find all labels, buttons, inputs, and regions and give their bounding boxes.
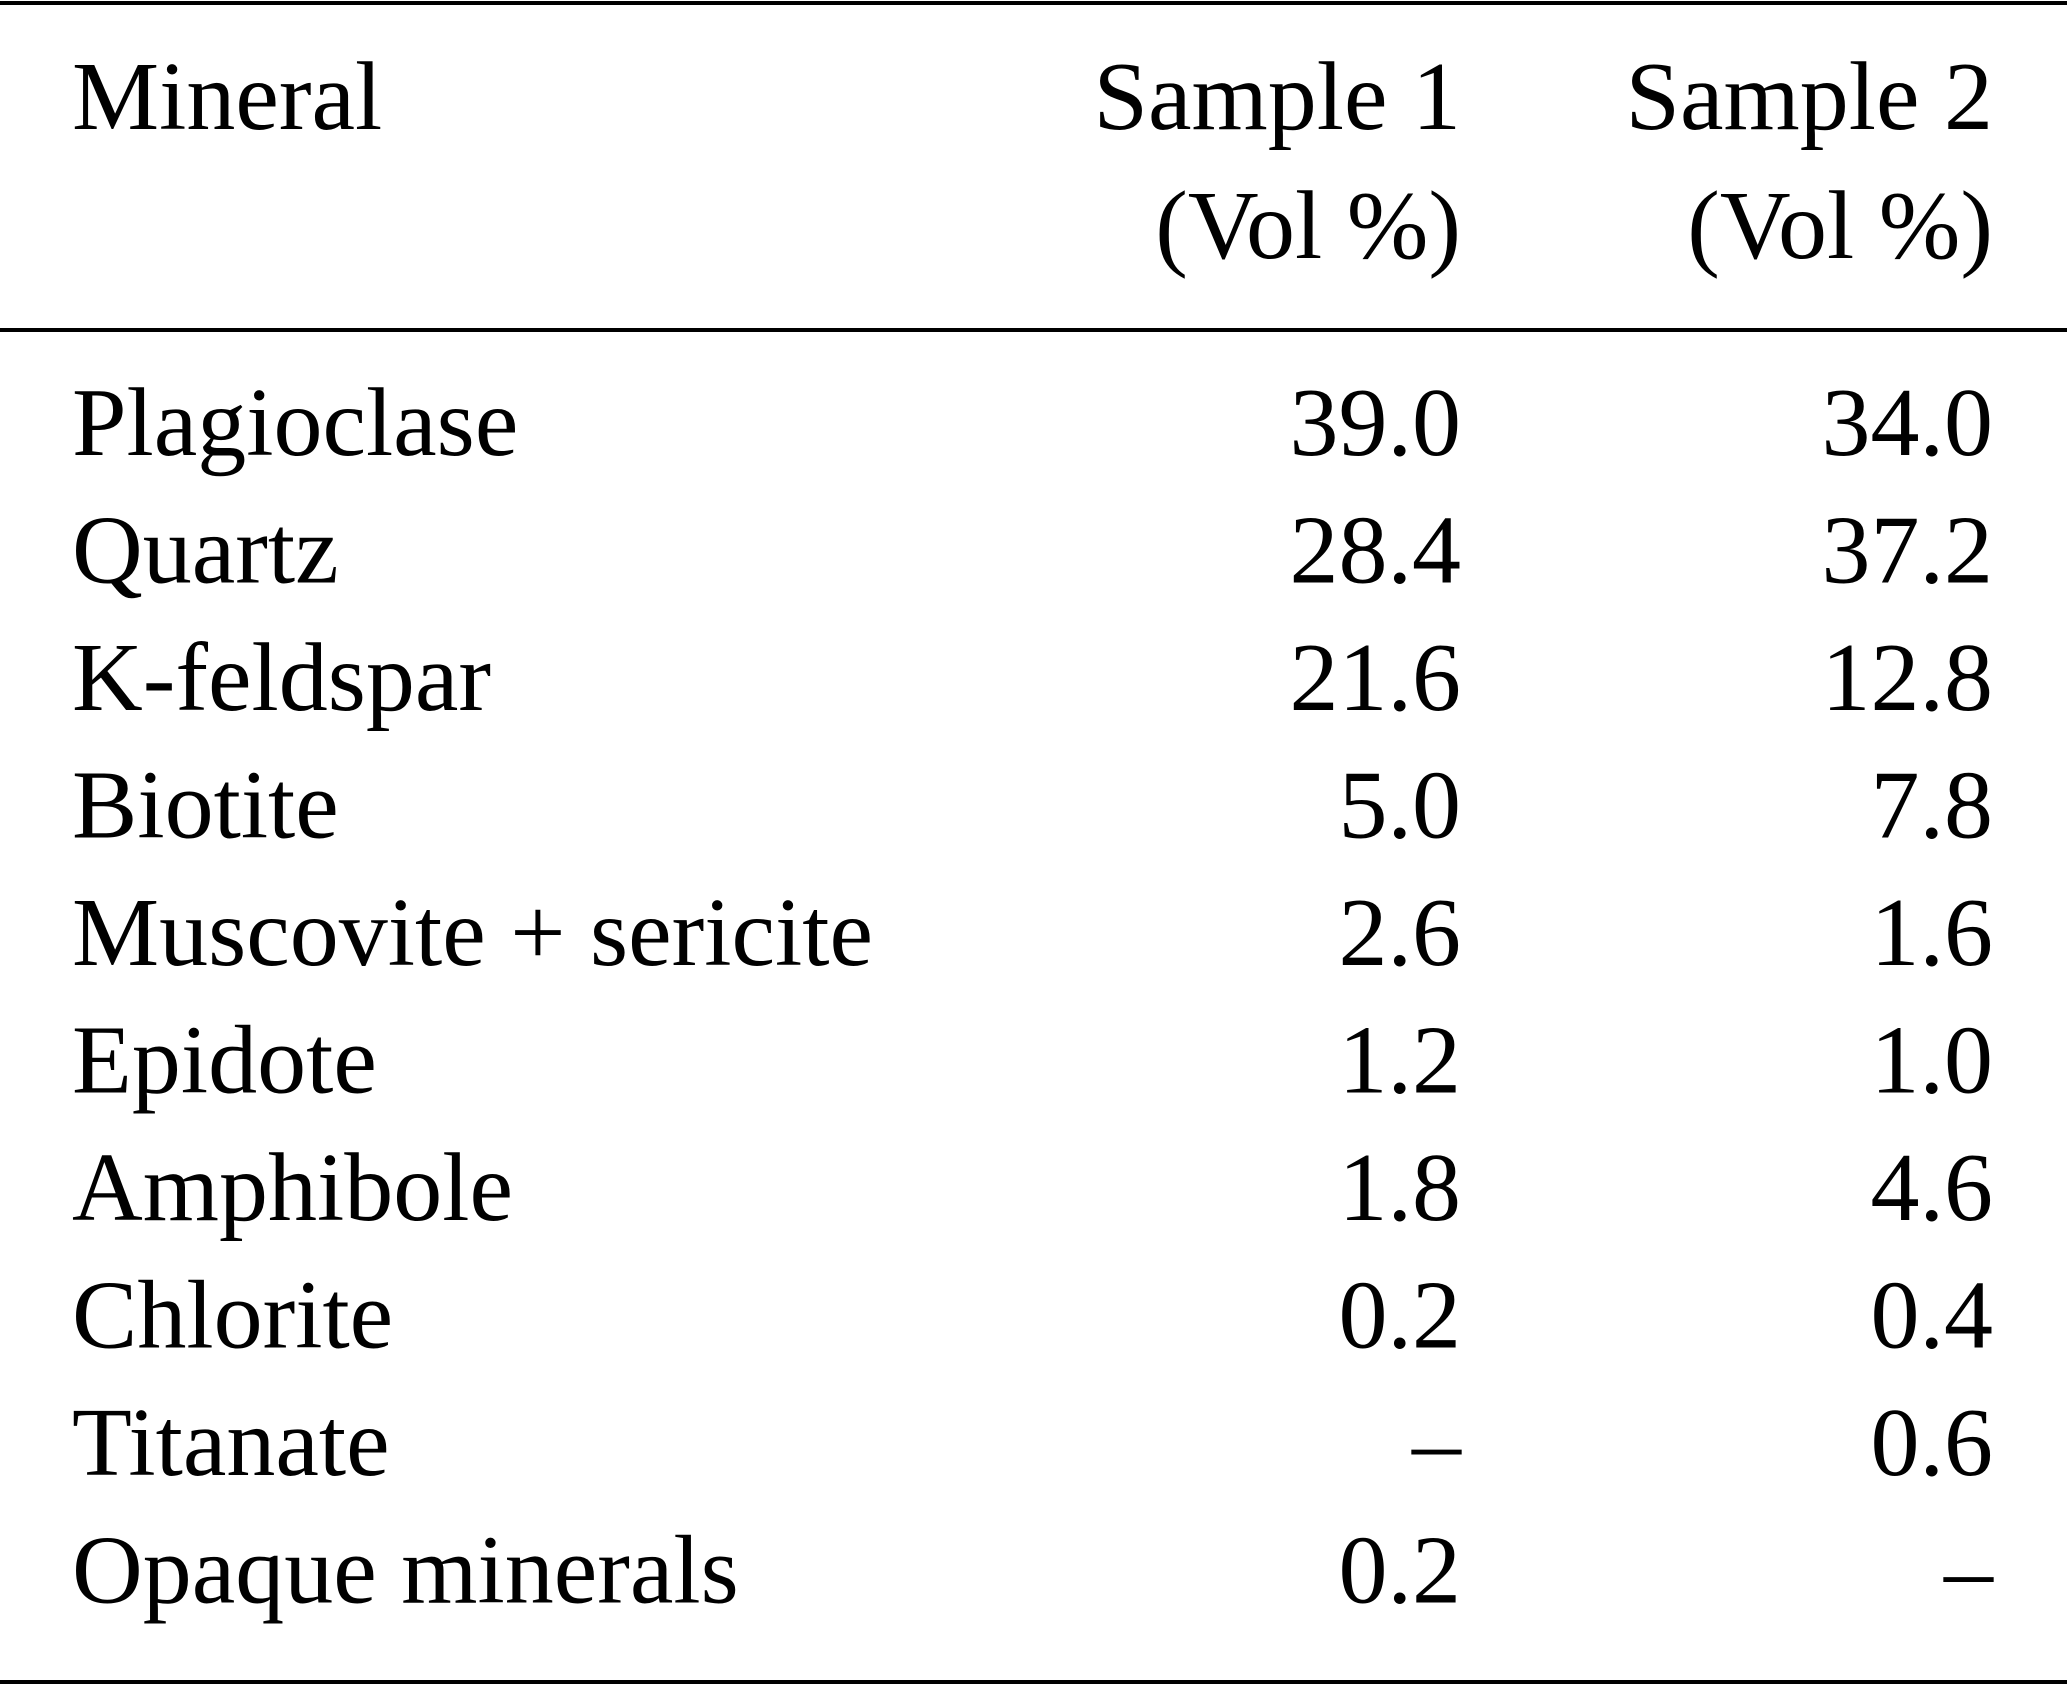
volume-value: 1.2 [1339,1007,1462,1115]
mineral-name: Epidote [72,1007,377,1115]
volume-value: 0.2 [1339,1262,1462,1370]
header-cell: (Vol %) [1155,172,1461,280]
mineral-name: Opaque minerals [72,1517,739,1625]
mineral-name: Quartz [72,497,339,605]
header-cell: (Vol %) [1687,172,1993,280]
header-cell: Sample 1 [1094,43,1461,151]
header-cell: Mineral [72,43,382,151]
volume-value: 0.4 [1871,1262,1994,1370]
volume-value: – [1943,1517,1994,1625]
volume-value: 1.0 [1871,1007,1994,1115]
volume-value: 0.6 [1871,1389,1994,1497]
volume-value: 28.4 [1290,497,1462,605]
volume-value: 2.6 [1339,879,1462,987]
mineral-name: Amphibole [72,1134,513,1242]
mineral-name: Chlorite [72,1262,393,1370]
volume-value: 5.0 [1339,752,1462,860]
volume-value: 7.8 [1871,752,1994,860]
volume-value: 34.0 [1822,369,1994,477]
mineral-name: Titanate [72,1389,390,1497]
volume-value: – [1411,1389,1462,1497]
mineral-name: Plagioclase [72,369,518,477]
volume-value: 1.6 [1871,879,1994,987]
volume-value: 39.0 [1290,369,1462,477]
volume-value: 21.6 [1290,624,1462,732]
mineral-name: Biotite [72,752,339,860]
volume-value: 37.2 [1822,497,1994,605]
volume-value: 4.6 [1871,1134,1994,1242]
mineral-name: K-feldspar [72,624,491,732]
volume-value: 12.8 [1822,624,1994,732]
mineral-name: Muscovite + sericite [72,879,873,987]
header-cell: Sample 2 [1626,43,1993,151]
volume-value: 0.2 [1339,1517,1462,1625]
volume-value: 1.8 [1339,1134,1462,1242]
